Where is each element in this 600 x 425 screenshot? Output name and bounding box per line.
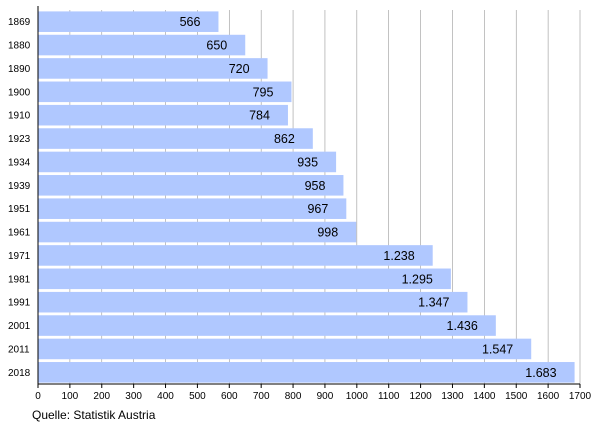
- x-tick-label: 500: [189, 391, 206, 402]
- category-label: 1880: [8, 41, 31, 52]
- x-tick-label: 1000: [346, 391, 369, 402]
- category-label: 1981: [8, 274, 31, 285]
- category-label: 1939: [8, 181, 31, 192]
- data-label: 1.683: [525, 366, 556, 380]
- x-tick-label: 400: [157, 391, 174, 402]
- data-label: 566: [180, 15, 201, 29]
- x-tick-label: 100: [62, 391, 79, 402]
- category-labels: 1869 1880 1890 1900 1910 1923 1934 1939 1951 1961…: [8, 17, 31, 379]
- data-label: 998: [317, 226, 338, 240]
- category-label: 1869: [8, 17, 31, 28]
- data-label: 1.295: [402, 272, 433, 286]
- category-label: 1951: [8, 204, 31, 215]
- x-tick-label: 0: [35, 391, 41, 402]
- bar: [38, 34, 246, 56]
- x-tick-label: 1300: [441, 391, 464, 402]
- x-tick-label: 600: [221, 391, 238, 402]
- bar: [38, 268, 451, 290]
- data-label: 958: [305, 179, 326, 193]
- category-label: 2011: [8, 344, 30, 355]
- bar: [38, 291, 468, 313]
- x-tick-label: 1200: [409, 391, 432, 402]
- x-tick-label: 1500: [505, 391, 528, 402]
- data-label: 935: [297, 155, 318, 169]
- bar: [38, 128, 313, 149]
- category-label: 1934: [8, 157, 31, 168]
- bar: [38, 221, 357, 243]
- bar: [38, 81, 292, 103]
- data-label: 784: [249, 109, 270, 123]
- bar: [38, 338, 532, 360]
- category-label: 2001: [8, 321, 31, 332]
- bar: [38, 198, 347, 219]
- data-label: 720: [229, 62, 250, 76]
- x-tick-label: 1600: [537, 391, 560, 402]
- data-label: 967: [307, 202, 328, 216]
- x-tick-label: 900: [317, 391, 334, 402]
- category-label: 1991: [8, 298, 31, 309]
- x-tick-label: 1400: [473, 391, 496, 402]
- x-tick-label: 800: [285, 391, 302, 402]
- category-label: 1910: [8, 111, 31, 122]
- bar: [38, 315, 496, 336]
- bar: [38, 245, 433, 266]
- data-label: 650: [206, 39, 227, 53]
- data-label: 862: [274, 132, 295, 146]
- data-label: 1.436: [447, 319, 478, 333]
- bar: [38, 104, 288, 126]
- bars: [38, 11, 575, 383]
- data-label: 795: [253, 85, 274, 99]
- category-label: 1890: [8, 64, 31, 75]
- bar: [38, 58, 268, 79]
- data-label: 1.238: [383, 249, 414, 263]
- data-label: 1.547: [482, 342, 513, 356]
- category-label: 1971: [8, 251, 31, 262]
- category-label: 1900: [8, 87, 31, 98]
- category-label: 1961: [8, 228, 31, 239]
- x-tick-label: 1100: [378, 391, 400, 402]
- x-tick-label: 1700: [569, 391, 592, 402]
- bar: [38, 11, 219, 32]
- data-label: 1.347: [418, 296, 449, 310]
- x-tick-label: 200: [93, 391, 110, 402]
- x-axis: 0 100 200 300 400 500 600 700 800 900 1000 1100 1200…: [35, 6, 592, 402]
- x-tick-label: 700: [253, 391, 270, 402]
- category-label: 1923: [8, 134, 31, 145]
- x-tick-label: 300: [125, 391, 142, 402]
- bar: [38, 175, 344, 196]
- source-note: Quelle: Statistik Austria: [32, 408, 156, 422]
- bar: [38, 362, 575, 383]
- bar: [38, 151, 337, 173]
- category-label: 2018: [8, 368, 31, 379]
